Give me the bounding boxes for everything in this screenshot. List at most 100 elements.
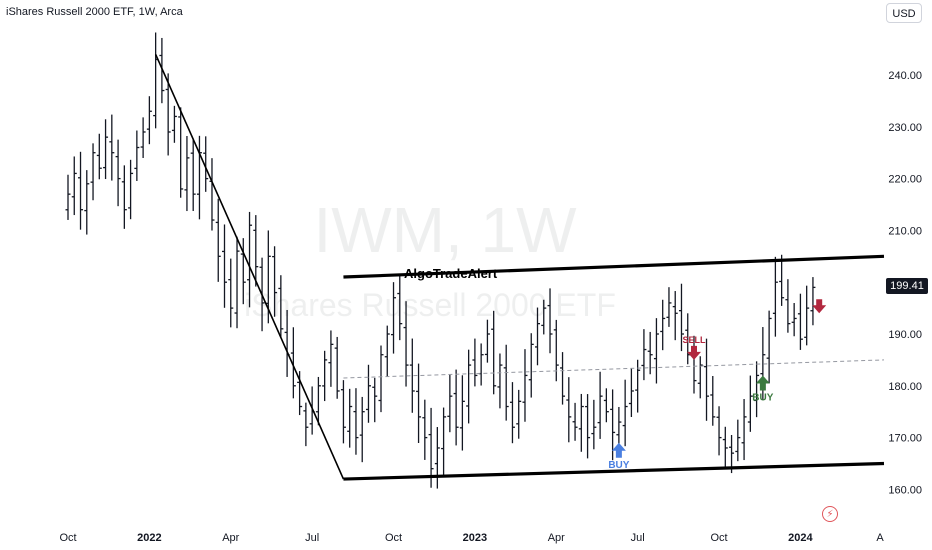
ohlc-bar xyxy=(441,407,447,477)
ohlc-bar xyxy=(134,130,140,181)
ohlc-bar xyxy=(478,343,484,386)
ohlc-bar xyxy=(603,388,609,423)
ohlc-bar xyxy=(328,330,334,387)
ohlc-bar xyxy=(741,399,747,461)
y-tick-label: 190.00 xyxy=(888,329,922,341)
trendline xyxy=(343,254,885,279)
ohlc-bar xyxy=(509,382,515,444)
ohlc-bar xyxy=(560,352,566,405)
ohlc-bar xyxy=(791,303,797,337)
ohlc-bar xyxy=(71,156,77,216)
ohlc-bar xyxy=(704,338,710,421)
buy-label: BUY xyxy=(752,392,773,403)
x-tick-label: Apr xyxy=(548,532,565,544)
ohlc-bar xyxy=(115,139,121,207)
ohlc-bar xyxy=(804,285,810,346)
ohlc-bar xyxy=(553,319,559,382)
x-tick-label: 2022 xyxy=(137,532,161,544)
ohlc-bar xyxy=(359,396,365,463)
ohlc-bar xyxy=(628,368,634,418)
sell-arrow-icon xyxy=(687,345,701,360)
ohlc-bar xyxy=(453,369,459,446)
ohlc-bar xyxy=(109,114,115,181)
ohlc-bar xyxy=(372,377,378,423)
ohlc-bar xyxy=(159,37,165,104)
trendlines[interactable] xyxy=(154,53,885,481)
ohlc-bar xyxy=(365,364,371,423)
ohlc-bar xyxy=(272,246,278,317)
y-tick-label: 220.00 xyxy=(888,174,922,186)
x-tick-label: Jul xyxy=(305,532,319,544)
y-tick-label: 240.00 xyxy=(888,70,922,82)
ohlc-bar xyxy=(710,376,716,426)
ohlc-bar xyxy=(165,73,171,156)
ohlc-bar xyxy=(178,107,184,198)
ohlc-bar xyxy=(391,282,397,354)
ohlc-bar xyxy=(660,299,666,351)
ohlc-bar xyxy=(397,274,403,341)
x-tick-label: Apr xyxy=(222,532,239,544)
ohlc-bar xyxy=(466,349,472,424)
ohlc-bar xyxy=(234,236,240,329)
ohlc-bar xyxy=(90,143,96,201)
ohlc-bar xyxy=(547,288,553,354)
ohlc-bar xyxy=(785,279,791,333)
ohlc-bar xyxy=(497,353,503,409)
ohlc-bar xyxy=(428,407,434,488)
ohlc-bar xyxy=(653,318,659,384)
ohlc-bar xyxy=(810,277,816,326)
ohlc-bar xyxy=(140,117,146,158)
ohlc-bar xyxy=(459,375,465,451)
ohlc-bar xyxy=(222,224,227,308)
x-tick-label: A xyxy=(876,532,884,544)
ohlc-bar xyxy=(322,350,328,402)
ohlc-bar xyxy=(447,374,453,433)
annotations: AlgoTradeAlert SELL BUY BUY xyxy=(404,266,827,471)
flash-alert-icon[interactable]: ⚡ xyxy=(822,506,838,522)
ohlc-bar xyxy=(65,174,71,220)
y-tick-label: 210.00 xyxy=(888,225,922,237)
ohlc-bar xyxy=(247,211,253,308)
ohlc-bar xyxy=(384,325,390,377)
ohlc-bar xyxy=(735,419,741,462)
ohlc-bar xyxy=(678,283,684,352)
ohlc-bar xyxy=(340,380,346,444)
ohlc-bar xyxy=(491,310,497,395)
ohlc-bar xyxy=(378,345,384,413)
ohlc-bar xyxy=(240,238,246,305)
ohlc-bar xyxy=(716,406,722,456)
ohlc-bar xyxy=(103,119,109,180)
time-axis[interactable]: Oct 2022 Apr Jul Oct 2023 Apr Jul Oct 2024 A xyxy=(59,532,884,544)
watermark-ticker: IWM, 1W xyxy=(313,194,577,266)
ohlc-bar xyxy=(666,287,672,327)
ohlc-bar xyxy=(622,379,628,447)
ohlc-bar xyxy=(190,138,196,211)
ohlc-bar xyxy=(315,376,321,426)
currency-button[interactable]: USD xyxy=(886,3,922,23)
x-tick-label: Oct xyxy=(59,532,76,544)
ohlc-bar xyxy=(253,215,259,287)
buy-arrow-icon xyxy=(755,375,770,391)
ohlc-bar xyxy=(591,399,597,450)
midline xyxy=(343,359,885,379)
sell-label: SELL xyxy=(682,335,706,345)
ohlc-bar xyxy=(722,426,728,467)
price-axis[interactable]: 240.00230.00220.00210.00200.00190.00180.… xyxy=(888,70,922,496)
ohlc-bar xyxy=(779,254,785,306)
chart-title: iShares Russell 2000 ETF, 1W, Arca xyxy=(6,6,183,18)
y-tick-label: 230.00 xyxy=(888,122,922,134)
ohlc-bar xyxy=(766,310,772,384)
ohlc-bar xyxy=(585,394,591,459)
ohlc-bar xyxy=(797,293,803,350)
ohlc-bar xyxy=(184,136,190,212)
ohlc-bar xyxy=(772,256,778,337)
y-tick-label: 160.00 xyxy=(888,484,922,496)
ohlc-bar xyxy=(434,427,440,489)
buy-label: BUY xyxy=(608,460,629,471)
ohlc-bar xyxy=(409,338,415,413)
ohlc-bar xyxy=(228,258,234,328)
ohlc-bar xyxy=(647,331,653,375)
ohlc-bar xyxy=(121,165,127,229)
ohlc-bar xyxy=(578,393,584,452)
